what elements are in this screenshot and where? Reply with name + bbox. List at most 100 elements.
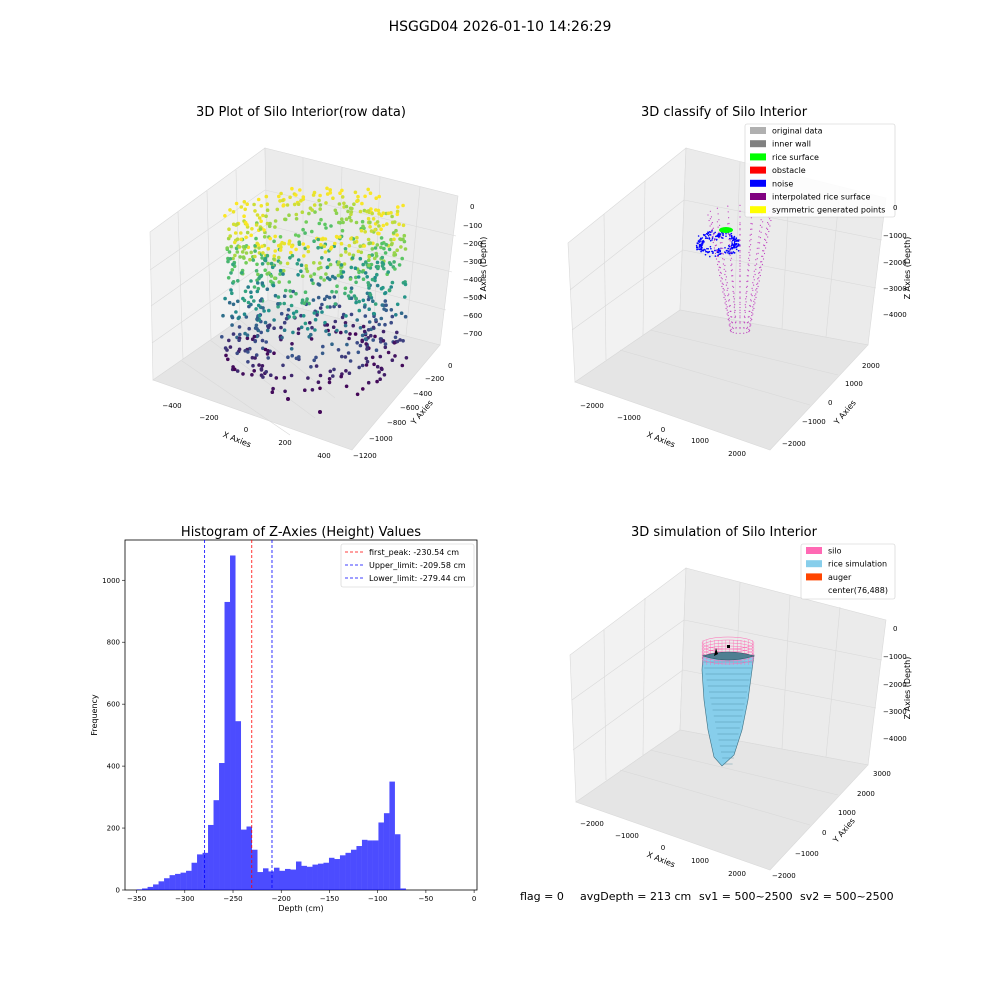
classify-interpolated-point: [765, 233, 767, 235]
classify-interpolated-point: [731, 263, 733, 265]
classify-interpolated-point: [727, 211, 729, 213]
simulation-ztick: −2000: [883, 681, 907, 689]
raw-scatter-point: [254, 323, 259, 328]
classify-interpolated-point: [727, 311, 729, 314]
raw-scatter-point: [358, 244, 363, 248]
histogram-bar: [323, 862, 329, 890]
classify-noise-point: [735, 248, 738, 251]
raw-scatter-point: [371, 338, 376, 342]
classify-interpolated-point: [747, 280, 749, 282]
raw-scatter-point: [227, 227, 231, 231]
classify-noise-point: [725, 250, 728, 252]
classify-interpolated-point: [752, 313, 754, 315]
classify-interpolated-point: [756, 283, 758, 285]
simulation-auger: [714, 648, 718, 656]
raw-scatter-point: [367, 286, 371, 290]
status-avg-depth: avgDepth = 213 cm: [580, 890, 691, 903]
raw-scatter-point: [369, 295, 374, 300]
classify-interpolated-point: [727, 314, 729, 317]
raw-scatter-point: [286, 397, 290, 401]
raw-scatter-point: [360, 201, 364, 206]
classify-interpolated-point: [714, 245, 717, 247]
raw-scatter-point: [261, 375, 265, 379]
raw-scatter-point: [327, 332, 332, 337]
raw-scatter-point: [279, 191, 283, 196]
classify-interpolated-point: [730, 328, 732, 330]
classify-interpolated-point: [756, 291, 758, 293]
raw-scatter-point: [304, 264, 309, 268]
raw-scatter-point: [319, 243, 323, 247]
classify-interpolated-point: [739, 322, 741, 324]
classify-interpolated-point: [716, 250, 718, 252]
raw-scatter-point: [290, 186, 294, 191]
classify-interpolated-point: [725, 284, 728, 286]
histogram-xtick-label: −300: [175, 895, 194, 903]
raw-scatter-point: [231, 210, 236, 214]
histogram-bar: [383, 813, 390, 890]
histogram-bar: [389, 781, 395, 890]
classify-noise-point: [711, 237, 714, 239]
raw-scatter-point: [253, 254, 257, 259]
raw-scatter-point: [303, 290, 308, 295]
raw-scatter-point: [360, 339, 365, 344]
raw-ztick: −600: [463, 312, 482, 320]
classify-interpolated-point: [713, 239, 716, 241]
histogram-bar: [153, 884, 159, 890]
raw-scatter-point: [353, 332, 358, 336]
raw-scatter-point: [381, 339, 386, 343]
classify-noise-point: [709, 245, 712, 248]
raw-scatter-point: [288, 195, 292, 200]
classify-noise-point: [731, 242, 733, 245]
raw-scatter-point: [308, 321, 312, 325]
classify-interpolated-point: [757, 278, 759, 280]
classify-interpolated-point: [750, 300, 752, 302]
classify-interpolated-point: [768, 223, 770, 225]
raw-scatter-point: [265, 328, 270, 333]
histogram-bar: [224, 601, 231, 890]
histogram-bar: [164, 878, 170, 890]
raw-scatter-point: [314, 355, 318, 360]
classify-interpolated-point: [718, 261, 720, 263]
raw-scatter-point: [367, 263, 371, 268]
classify-interpolated-point: [724, 295, 726, 297]
raw-scatter-point: [375, 364, 380, 369]
raw-scatter-point: [276, 304, 280, 309]
classify-noise-point: [711, 250, 713, 253]
raw-title: 3D Plot of Silo Interior(row data): [196, 105, 406, 120]
raw-scatter-point: [389, 285, 394, 289]
raw-scatter-point: [228, 257, 233, 261]
raw-scatter-point: [363, 194, 367, 199]
raw-scatter-point: [228, 234, 232, 238]
raw-scatter-point: [373, 228, 377, 232]
classify-interpolated-point: [747, 263, 749, 265]
classify-interpolated-point: [732, 285, 734, 287]
classify-interpolated-point: [729, 254, 731, 256]
raw-scatter-point: [256, 197, 261, 202]
raw-scatter-point: [347, 371, 352, 376]
classify-interpolated-point: [748, 264, 750, 267]
raw-scatter-point: [345, 342, 349, 347]
raw-scatter-point: [404, 356, 409, 360]
classify-ztick: −2000: [883, 259, 907, 267]
raw-scatter-point: [248, 257, 252, 262]
raw-scatter-point: [329, 224, 333, 228]
raw-scatter-point: [353, 266, 358, 271]
raw-scatter-point: [270, 390, 275, 395]
simulation-xtick: 0: [661, 844, 665, 852]
classify-legend-swatch: [750, 179, 766, 187]
raw-scatter-point: [389, 308, 394, 312]
simulation-x-ticks: −2000 −1000 0 1000 2000: [580, 820, 746, 878]
simulation-ztick: −3000: [883, 708, 907, 716]
raw-scatter-point: [272, 239, 276, 244]
raw-scatter-point: [377, 322, 382, 327]
raw-scatter-point: [252, 299, 256, 303]
classify-interpolated-point: [717, 263, 719, 266]
classify-noise-point: [735, 243, 737, 246]
raw-scatter-point: [344, 250, 348, 254]
classify-noise-point: [734, 246, 736, 249]
raw-scatter-point: [266, 246, 271, 251]
classify-interpolated-point: [743, 315, 746, 317]
classify-interpolated-point: [733, 306, 735, 308]
raw-y-ticks: 0 −200 −400 −600 −800 −1000 −1200: [353, 362, 452, 460]
raw-scatter-point: [249, 279, 253, 283]
